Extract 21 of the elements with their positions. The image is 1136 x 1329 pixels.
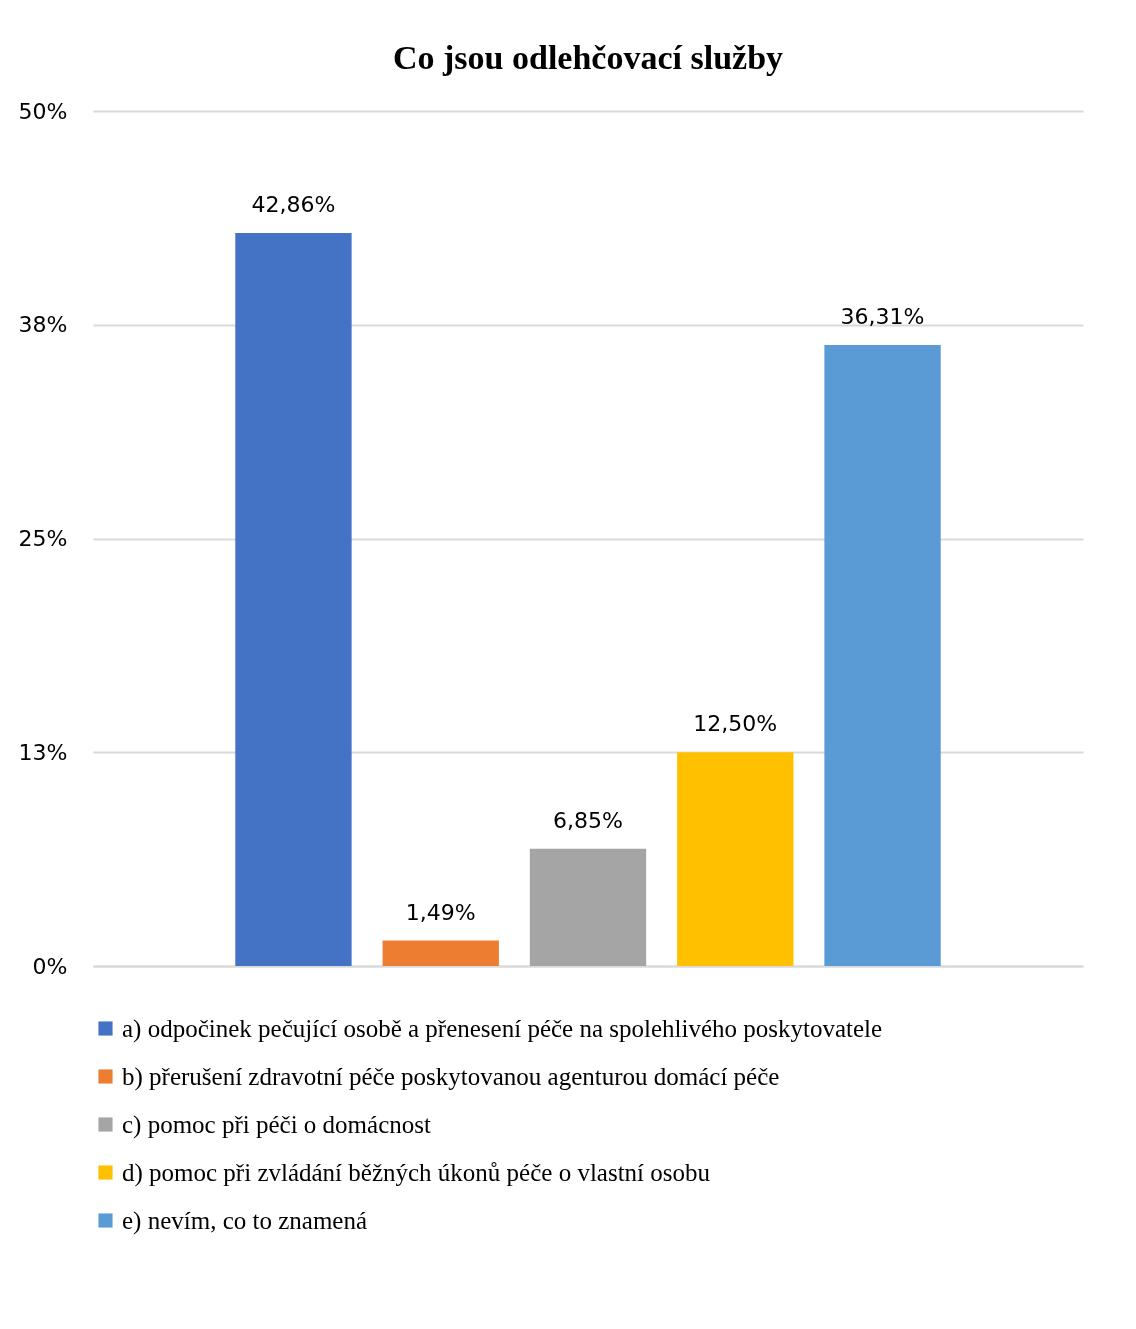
bar (824, 345, 941, 966)
legend-label: b) přerušení zdravotní péče poskytovanou agenturou domácí péče (122, 1062, 780, 1091)
legend-label: d) pomoc při zvládání běžných úkonů péče o vlastní osobu (122, 1158, 711, 1187)
y-tick-label: 38% (18, 312, 68, 338)
bar (382, 940, 499, 966)
legend-label: e) nevím, co to znamená (122, 1206, 368, 1235)
bar (677, 752, 794, 966)
bar (529, 848, 647, 966)
data-label: 1,49% (405, 899, 476, 925)
data-label: 12,50% (693, 711, 778, 737)
y-tick-label: 0% (32, 953, 68, 979)
y-tick-label: 13% (18, 739, 68, 765)
y-tick-label: 50% (18, 98, 68, 124)
bar (235, 233, 352, 966)
data-label: 6,85% (553, 807, 623, 833)
data-label: 42,86% (251, 192, 336, 218)
chart-title: Co jsou odlehčovací služby (392, 39, 784, 76)
data-label: 36,31% (840, 304, 925, 330)
legend-label: c) pomoc při péči o domácnost (122, 1110, 431, 1139)
y-tick-label: 25% (18, 526, 68, 551)
legend-label: a) odpočinek pečující osobě a přenesení péče na spolehlivého poskytovatele (122, 1014, 883, 1043)
